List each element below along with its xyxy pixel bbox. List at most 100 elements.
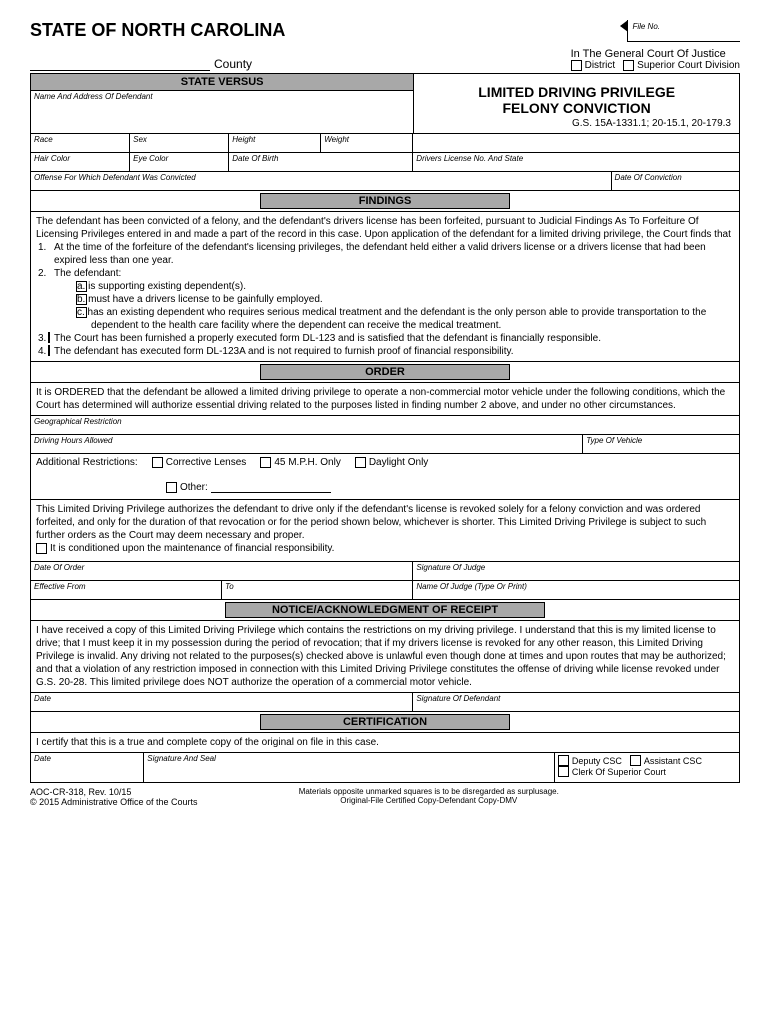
- checkbox-icon: [558, 766, 569, 777]
- findings-body: The defendant has been convicted of a fe…: [30, 212, 740, 362]
- header-row: STATE OF NORTH CAROLINA File No.: [30, 20, 740, 42]
- addl-label: Additional Restrictions:: [36, 457, 138, 468]
- form-title-1: LIMITED DRIVING PRIVILEGE: [418, 84, 735, 100]
- cert-date-cell[interactable]: Date: [31, 753, 144, 782]
- name-judge-cell[interactable]: Name Of Judge (Type Or Print): [413, 581, 739, 599]
- checkbox-icon: [152, 457, 163, 468]
- assistant-check[interactable]: Assistant CSC: [630, 755, 702, 766]
- daylight-check[interactable]: Daylight Only: [355, 457, 428, 468]
- name-addr-cell[interactable]: Name And Address Of Defendant: [31, 91, 413, 131]
- eye-cell[interactable]: Eye Color: [130, 153, 229, 171]
- form-no: AOC-CR-318, Rev. 10/15: [30, 787, 198, 797]
- sig-judge-cell[interactable]: Signature Of Judge: [413, 562, 739, 580]
- checkbox-icon: [48, 332, 50, 343]
- clerk-check[interactable]: Clerk Of Superior Court: [558, 766, 666, 777]
- finding-2b[interactable]: b. must have a drivers license to be gai…: [76, 293, 734, 306]
- other-row: Other:: [36, 482, 734, 496]
- sig-seal-cell[interactable]: Signature And Seal: [144, 753, 555, 782]
- finding-4[interactable]: 4. The defendant has executed form DL-12…: [36, 345, 734, 358]
- geo-cell[interactable]: Geographical Restriction: [31, 416, 739, 434]
- checkbox-icon: [355, 457, 366, 468]
- finding-2a[interactable]: a. is supporting existing dependent(s).: [76, 280, 734, 293]
- sig-def-cell[interactable]: Signature Of Defendant: [413, 693, 739, 711]
- cert-bar-wrap: CERTIFICATION: [30, 712, 740, 733]
- footer: AOC-CR-318, Rev. 10/15 © 2015 Administra…: [30, 787, 740, 807]
- county-label: County: [214, 57, 252, 71]
- county-row: County In The General Court Of Justice D…: [30, 48, 740, 71]
- date-order-cell[interactable]: Date Of Order: [31, 562, 413, 580]
- checkbox-icon: [36, 543, 47, 554]
- notice-bar-wrap: NOTICE/ACKNOWLEDGMENT OF RECEIPT: [30, 600, 740, 621]
- hours-cell[interactable]: Driving Hours Allowed: [31, 435, 583, 453]
- form-title-2: FELONY CONVICTION: [418, 100, 735, 116]
- other-check[interactable]: Other:: [166, 482, 208, 493]
- order-intro: It is ORDERED that the defendant be allo…: [30, 383, 740, 416]
- finding-3[interactable]: 3. The Court has been furnished a proper…: [36, 332, 734, 345]
- findings-bar-wrap: FINDINGS: [30, 191, 740, 212]
- deputy-check[interactable]: Deputy CSC: [558, 755, 622, 766]
- order-bar-wrap: ORDER: [30, 362, 740, 383]
- finding-1: 1. At the time of the forfeiture of the …: [36, 241, 734, 267]
- race-cell[interactable]: Race: [31, 134, 130, 152]
- footer-center: Materials opposite unmarked squares is t…: [198, 787, 660, 805]
- order-bar: ORDER: [260, 364, 510, 380]
- county-left: County: [30, 57, 252, 71]
- cond-check[interactable]: It is conditioned upon the maintenance o…: [36, 542, 334, 555]
- checkbox-icon: [571, 60, 582, 71]
- notice-body: I have received a copy of this Limited D…: [30, 621, 740, 693]
- checkbox-icon: [260, 457, 271, 468]
- eff-row: Effective From To Name Of Judge (Type Or…: [30, 581, 740, 600]
- blank-cell: [413, 134, 739, 152]
- findings-bar: FINDINGS: [260, 193, 510, 209]
- court-line1: In The General Court Of Justice: [571, 48, 740, 60]
- versus-block: STATE VERSUS Name And Address Of Defenda…: [30, 73, 740, 133]
- title-box: LIMITED DRIVING PRIVILEGE FELONY CONVICT…: [413, 74, 739, 133]
- date-conv-cell[interactable]: Date Of Conviction: [612, 172, 739, 190]
- notice-bar: NOTICE/ACKNOWLEDGMENT OF RECEIPT: [225, 602, 545, 618]
- offense-cell[interactable]: Offense For Which Defendant Was Convicte…: [31, 172, 612, 190]
- versus-left: STATE VERSUS Name And Address Of Defenda…: [31, 74, 413, 133]
- other-input-line[interactable]: [211, 483, 331, 493]
- hours-row: Driving Hours Allowed Type Of Vehicle: [30, 435, 740, 454]
- findings-intro: The defendant has been convicted of a fe…: [36, 215, 734, 241]
- eff-from-cell[interactable]: Effective From: [31, 581, 222, 599]
- sex-cell[interactable]: Sex: [130, 134, 229, 152]
- dl-cell[interactable]: Drivers License No. And State: [413, 153, 739, 171]
- notice-sig-row: Date Signature Of Defendant: [30, 693, 740, 712]
- county-input-line[interactable]: [30, 57, 210, 71]
- court-checks: District Superior Court Division: [571, 60, 740, 71]
- district-check[interactable]: District: [571, 60, 616, 71]
- weight-cell[interactable]: Weight: [321, 134, 413, 152]
- state-title: STATE OF NORTH CAROLINA: [30, 20, 285, 41]
- surplus: Materials opposite unmarked squares is t…: [198, 787, 660, 796]
- role-checks: Deputy CSC Assistant CSC Clerk Of Superi…: [555, 753, 739, 782]
- vehicle-cell[interactable]: Type Of Vehicle: [583, 435, 739, 453]
- court-info: In The General Court Of Justice District…: [571, 48, 740, 71]
- to-cell[interactable]: To: [222, 581, 413, 599]
- state-versus-bar: STATE VERSUS: [31, 74, 413, 91]
- name-addr-label: Name And Address Of Defendant: [34, 92, 410, 101]
- cert-sig-row: Date Signature And Seal Deputy CSC Assis…: [30, 753, 740, 783]
- height-cell[interactable]: Height: [229, 134, 321, 152]
- demo-row-1: Race Sex Height Weight: [30, 133, 740, 153]
- order-auth: This Limited Driving Privilege authorize…: [30, 500, 740, 562]
- file-no-box[interactable]: File No.: [627, 20, 740, 42]
- checkbox-icon: [630, 755, 641, 766]
- footer-left: AOC-CR-318, Rev. 10/15 © 2015 Administra…: [30, 787, 198, 807]
- notice-date-cell[interactable]: Date: [31, 693, 413, 711]
- finding-2: 2. The defendant:: [36, 267, 734, 280]
- cert-bar: CERTIFICATION: [260, 714, 510, 730]
- checkbox-icon: [558, 755, 569, 766]
- checkbox-icon: [48, 345, 50, 356]
- restriction-row: Additional Restrictions: Corrective Lens…: [30, 454, 740, 500]
- mph-check[interactable]: 45 M.P.H. Only: [260, 457, 341, 468]
- copies: Original-File Certified Copy-Defendant C…: [198, 796, 660, 805]
- hair-cell[interactable]: Hair Color: [31, 153, 130, 171]
- corrective-check[interactable]: Corrective Lenses: [152, 457, 247, 468]
- checkbox-icon: [623, 60, 634, 71]
- offense-row: Offense For Which Defendant Was Convicte…: [30, 172, 740, 191]
- dob-cell[interactable]: Date Of Birth: [229, 153, 413, 171]
- finding-2c[interactable]: c. has an existing dependent who require…: [76, 306, 734, 332]
- cert-body: I certify that this is a true and comple…: [30, 733, 740, 753]
- superior-check[interactable]: Superior Court Division: [623, 60, 740, 71]
